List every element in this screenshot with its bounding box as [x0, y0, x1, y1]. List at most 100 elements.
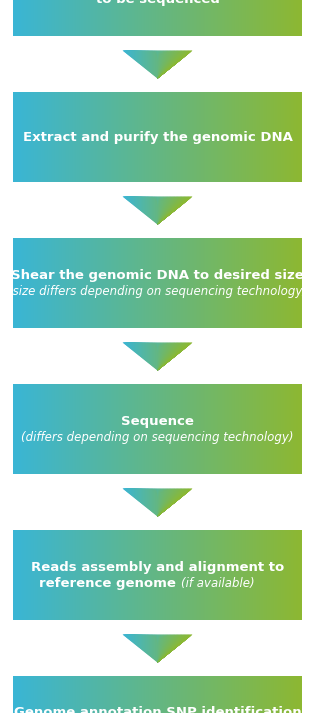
Polygon shape	[158, 488, 191, 516]
Polygon shape	[135, 635, 179, 645]
Polygon shape	[129, 51, 186, 56]
Polygon shape	[137, 197, 177, 209]
Polygon shape	[135, 197, 180, 207]
Polygon shape	[129, 197, 186, 202]
Polygon shape	[158, 342, 174, 371]
Polygon shape	[144, 635, 171, 652]
Polygon shape	[124, 342, 191, 344]
Polygon shape	[158, 197, 159, 225]
Polygon shape	[158, 197, 163, 225]
Polygon shape	[158, 197, 162, 225]
Text: (size differs depending on sequencing technology): (size differs depending on sequencing te…	[8, 285, 307, 299]
Polygon shape	[128, 342, 187, 347]
Polygon shape	[158, 197, 164, 225]
Polygon shape	[158, 51, 184, 78]
Polygon shape	[135, 51, 180, 61]
Polygon shape	[145, 51, 169, 69]
Polygon shape	[158, 51, 168, 78]
Polygon shape	[145, 197, 169, 215]
Polygon shape	[158, 51, 191, 78]
Polygon shape	[158, 488, 176, 516]
Polygon shape	[158, 635, 169, 662]
Polygon shape	[132, 342, 182, 351]
Polygon shape	[147, 51, 167, 71]
Polygon shape	[158, 51, 177, 78]
Polygon shape	[158, 342, 187, 371]
Polygon shape	[155, 635, 159, 661]
Polygon shape	[148, 197, 167, 217]
Polygon shape	[152, 635, 162, 659]
Polygon shape	[139, 488, 175, 502]
Polygon shape	[158, 197, 167, 225]
Polygon shape	[158, 51, 159, 78]
Polygon shape	[129, 342, 185, 349]
Polygon shape	[158, 342, 175, 371]
Polygon shape	[158, 197, 178, 225]
Polygon shape	[132, 51, 182, 59]
Polygon shape	[142, 342, 173, 359]
Polygon shape	[133, 488, 181, 498]
Polygon shape	[130, 488, 184, 495]
Polygon shape	[158, 488, 186, 516]
Polygon shape	[141, 635, 173, 650]
Polygon shape	[143, 342, 171, 359]
Polygon shape	[124, 635, 190, 637]
Polygon shape	[140, 635, 175, 649]
Polygon shape	[144, 488, 170, 506]
Polygon shape	[158, 488, 184, 516]
Polygon shape	[158, 51, 169, 78]
Polygon shape	[158, 51, 181, 78]
Polygon shape	[158, 488, 171, 516]
Polygon shape	[158, 488, 180, 516]
Polygon shape	[158, 197, 191, 225]
Polygon shape	[158, 51, 170, 78]
Polygon shape	[140, 635, 175, 649]
Polygon shape	[158, 635, 189, 662]
Polygon shape	[158, 635, 163, 662]
Polygon shape	[137, 488, 177, 501]
Polygon shape	[131, 488, 183, 496]
Polygon shape	[148, 635, 167, 655]
Polygon shape	[158, 51, 190, 78]
Polygon shape	[158, 51, 185, 78]
Polygon shape	[145, 488, 169, 507]
Polygon shape	[138, 197, 176, 210]
Polygon shape	[139, 342, 175, 356]
Polygon shape	[124, 488, 190, 491]
Polygon shape	[125, 342, 189, 345]
Polygon shape	[158, 342, 163, 371]
Text: to be sequenced: to be sequenced	[95, 0, 220, 6]
Polygon shape	[158, 342, 165, 371]
Polygon shape	[154, 342, 160, 368]
Polygon shape	[158, 635, 175, 662]
Polygon shape	[158, 488, 163, 516]
Polygon shape	[136, 197, 178, 208]
Polygon shape	[158, 635, 175, 662]
Polygon shape	[123, 197, 191, 198]
Polygon shape	[144, 197, 171, 214]
Polygon shape	[145, 635, 170, 652]
Polygon shape	[151, 197, 164, 220]
Polygon shape	[128, 342, 186, 348]
Polygon shape	[158, 342, 159, 371]
Polygon shape	[136, 342, 179, 354]
Polygon shape	[157, 51, 158, 78]
Polygon shape	[157, 342, 158, 371]
Polygon shape	[132, 197, 182, 205]
Polygon shape	[158, 342, 181, 371]
Polygon shape	[158, 488, 170, 516]
Polygon shape	[147, 488, 167, 508]
Polygon shape	[158, 635, 188, 662]
Polygon shape	[146, 488, 169, 508]
Polygon shape	[158, 51, 171, 78]
Polygon shape	[132, 342, 183, 350]
Polygon shape	[157, 488, 158, 516]
Polygon shape	[144, 488, 171, 506]
Polygon shape	[125, 51, 189, 53]
Polygon shape	[126, 197, 188, 200]
Polygon shape	[146, 197, 169, 215]
Polygon shape	[158, 635, 181, 662]
Polygon shape	[158, 342, 177, 371]
Polygon shape	[136, 488, 178, 500]
Polygon shape	[126, 488, 188, 492]
